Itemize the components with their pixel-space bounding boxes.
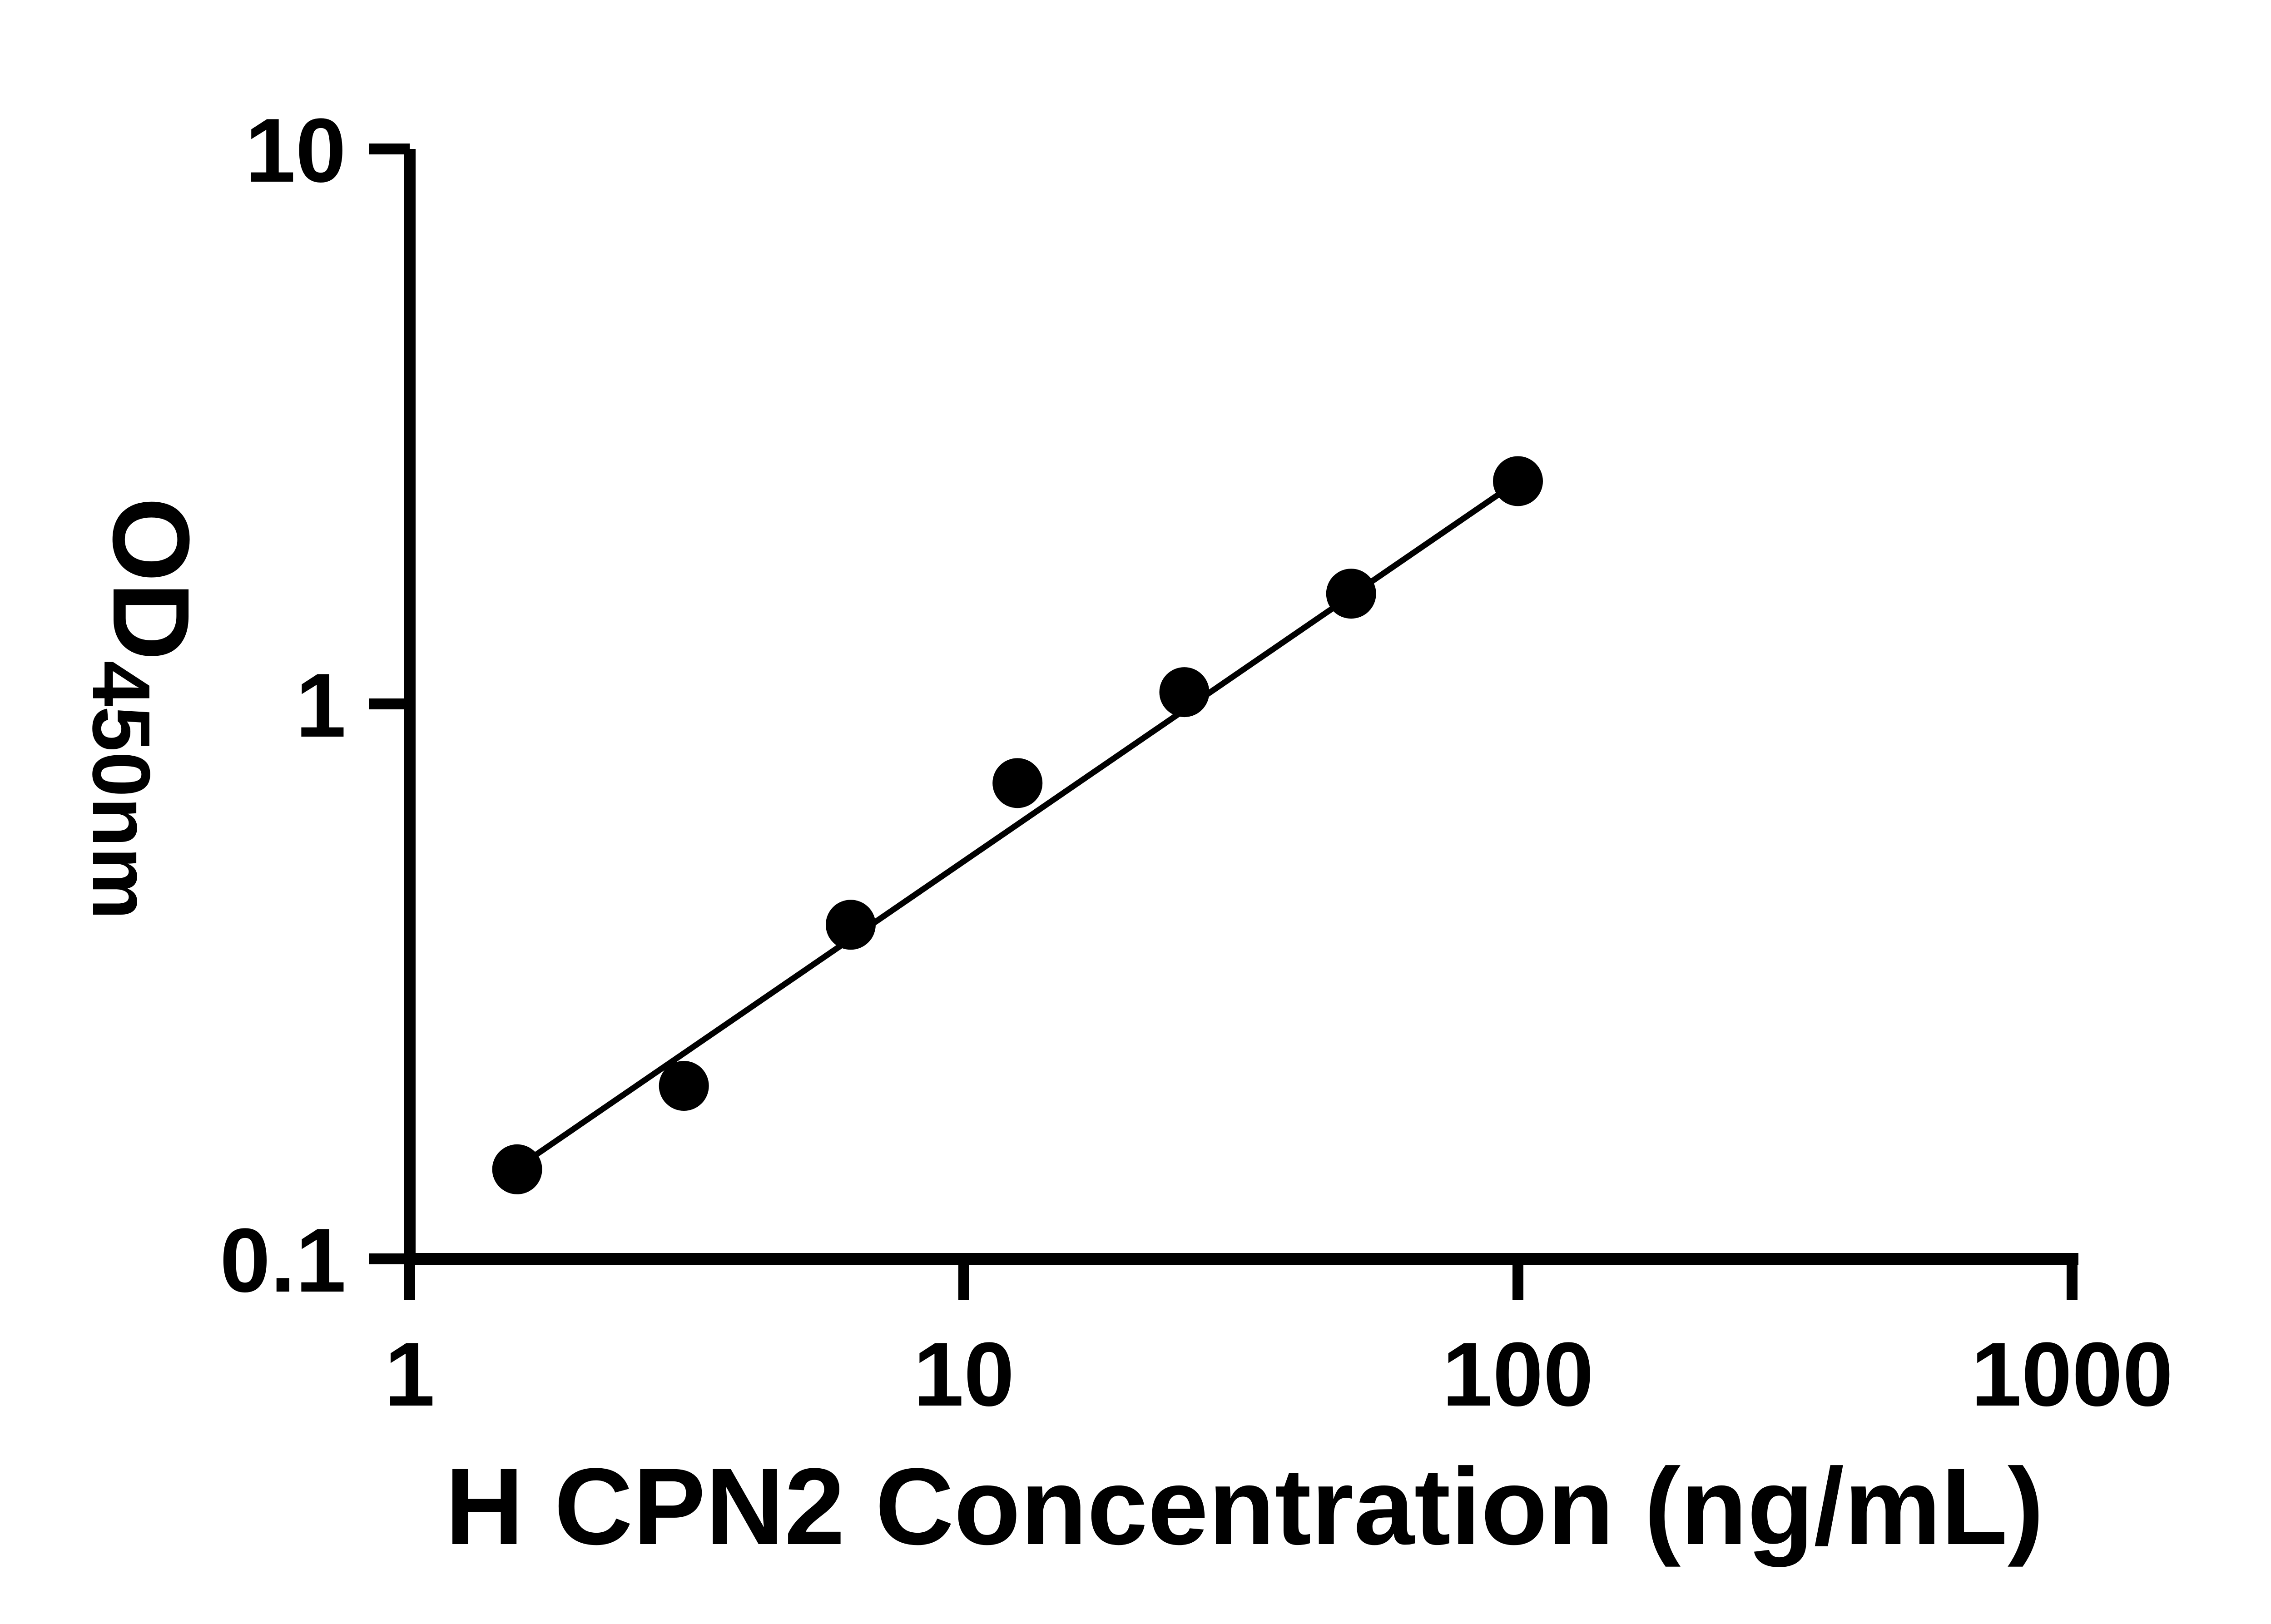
data-point (1159, 667, 1210, 718)
y-tick-label: 0.1 (220, 1210, 346, 1311)
y-tick-label: 1 (296, 655, 346, 756)
y-axis-title: OD450nm (75, 497, 212, 920)
data-point (659, 1061, 709, 1111)
x-tick-label: 1000 (1971, 1324, 2173, 1425)
data-point (492, 1144, 542, 1194)
data-point (1493, 456, 1543, 506)
x-axis-title: H CPN2 Concentration (ng/mL) (445, 1446, 2044, 1567)
data-point (1326, 569, 1376, 619)
x-tick-label: 10 (913, 1324, 1014, 1425)
x-tick-label: 1 (384, 1324, 435, 1425)
y-axis-title-main: OD (90, 497, 212, 661)
x-tick-label: 100 (1442, 1324, 1594, 1425)
data-point (825, 900, 876, 950)
data-point (992, 758, 1043, 808)
plot-area: 1 10 100 1000 0.1 1 10 (220, 100, 2173, 1425)
y-axis-title-sub: 450nm (75, 661, 167, 920)
y-tick-label: 10 (245, 100, 346, 201)
